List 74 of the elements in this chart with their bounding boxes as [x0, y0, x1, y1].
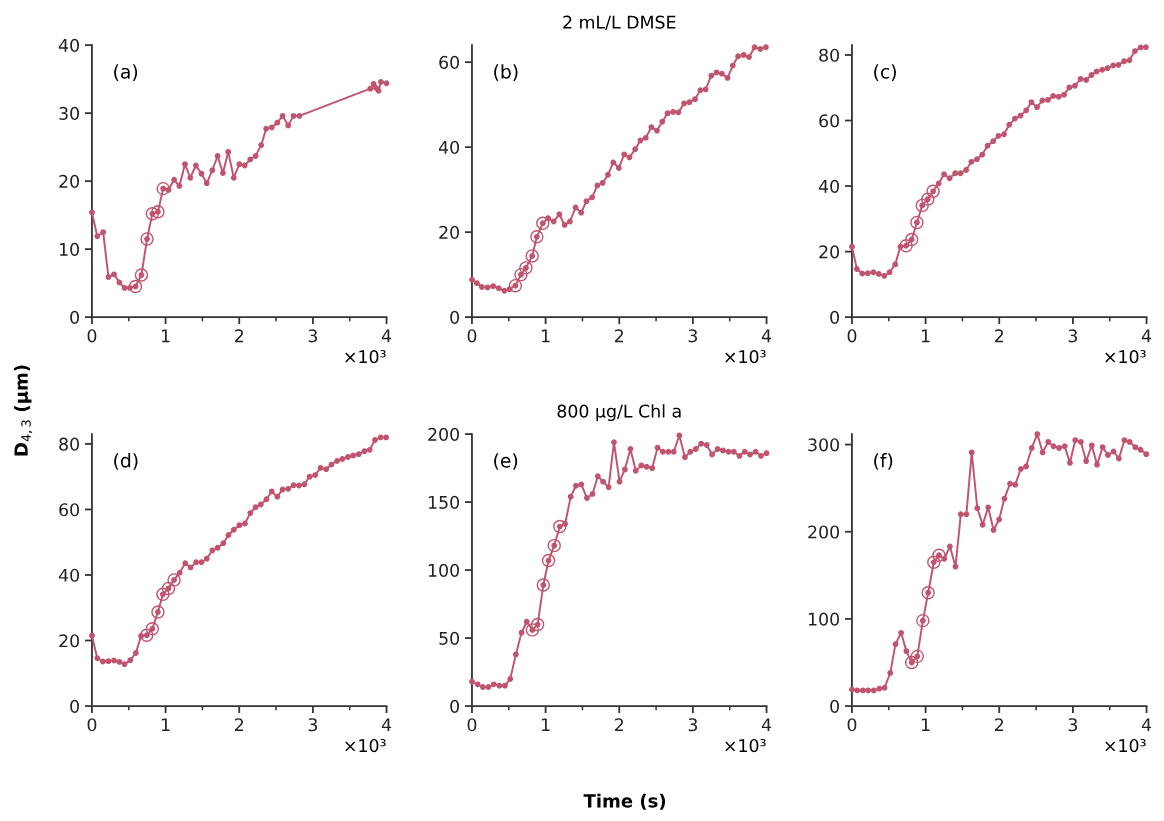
x-tick-label: 1: [921, 718, 930, 732]
y-tick-label: 100: [808, 612, 839, 626]
x-tick-label: 2: [234, 329, 244, 343]
y-tick-label: 80: [59, 437, 79, 451]
x-tick-label: 4: [381, 718, 392, 732]
y-tick-label: 0: [830, 699, 840, 713]
y-tick-label: 20: [59, 634, 79, 648]
chart-title: 800 μg/L Chl a: [557, 404, 681, 422]
x-tick-label: 3: [1068, 329, 1078, 343]
y-tick-label: 150: [428, 495, 459, 509]
text: ×10³: [725, 350, 766, 364]
x-tick-label: 1: [921, 329, 930, 343]
x-tick-label: 0: [847, 329, 857, 343]
x-tick-label: 2: [615, 329, 624, 343]
x-tick-label: 1: [541, 718, 550, 732]
text: ×10³: [1105, 739, 1146, 753]
y-tick-label: 100: [428, 563, 459, 577]
y-tick-label: 0: [70, 310, 79, 324]
x-tick-label: 3: [1068, 718, 1078, 732]
y-tick-label: 60: [439, 55, 459, 69]
x-tick-label: 0: [87, 329, 97, 343]
text: ×10³: [725, 739, 766, 753]
y-tick-label: 80: [819, 48, 839, 62]
x-tick-label: 1: [161, 718, 170, 732]
y-tick-label: 40: [58, 38, 79, 52]
x-tick-label: 4: [1141, 329, 1152, 343]
x-tick-label: 1: [161, 329, 170, 343]
x-tick-label: 3: [308, 329, 318, 343]
y-tick-label: 20: [439, 225, 459, 239]
y-tick-label: 10: [59, 242, 79, 256]
annotation: (c): [874, 64, 896, 81]
y-tick-label: 0: [450, 310, 459, 324]
x-tick-label: 0: [87, 718, 97, 732]
y-tick-label: 0: [70, 699, 79, 713]
x-tick-label: 3: [688, 718, 698, 732]
x-tick-label: 4: [761, 718, 772, 732]
x-tick-label: 0: [467, 329, 477, 343]
y-tick-label: 50: [439, 631, 459, 645]
text: ×10³: [1105, 350, 1146, 364]
annotation: (b): [494, 64, 518, 81]
y-tick-label: 60: [819, 114, 839, 128]
x-tick-label: 0: [467, 718, 477, 732]
text: ×10³: [345, 739, 386, 753]
x-tick-label: 3: [308, 718, 318, 732]
x-tick-label: 4: [381, 329, 392, 343]
chart-title: 2 mL/L DMSE: [563, 15, 676, 31]
x-tick-label: 2: [995, 718, 1004, 732]
annotation: (a): [114, 64, 138, 81]
y-tick-label: 40: [438, 140, 459, 154]
annotation: (f): [874, 453, 893, 470]
y-tick-label: 200: [428, 427, 459, 441]
x-tick-label: 0: [847, 718, 857, 732]
x-tick-label: 2: [995, 329, 1004, 343]
y-tick-label: 40: [818, 179, 839, 193]
x-tick-label: 4: [761, 329, 772, 343]
y-axis-title: D$_{4,3}$ (μm): [13, 365, 33, 456]
x-axis-title: Time (s): [583, 793, 666, 810]
x-tick-label: 3: [688, 329, 698, 343]
x-tick-label: 2: [615, 718, 624, 732]
y-tick-label: 0: [450, 699, 459, 713]
y-tick-label: 0: [830, 310, 840, 324]
y-tick-label: 30: [59, 106, 79, 120]
annotation: (e): [494, 453, 518, 470]
x-tick-label: 1: [541, 329, 550, 343]
annotation: (d): [114, 453, 138, 470]
text: ×10³: [345, 350, 386, 364]
x-tick-label: 4: [1141, 718, 1152, 732]
y-tick-label: 200: [808, 525, 839, 539]
y-tick-label: 40: [58, 568, 79, 582]
x-tick-label: 2: [234, 718, 244, 732]
y-tick-label: 20: [819, 245, 839, 259]
y-tick-label: 20: [59, 174, 79, 188]
y-tick-label: 60: [59, 503, 79, 517]
y-tick-label: 300: [808, 438, 839, 452]
